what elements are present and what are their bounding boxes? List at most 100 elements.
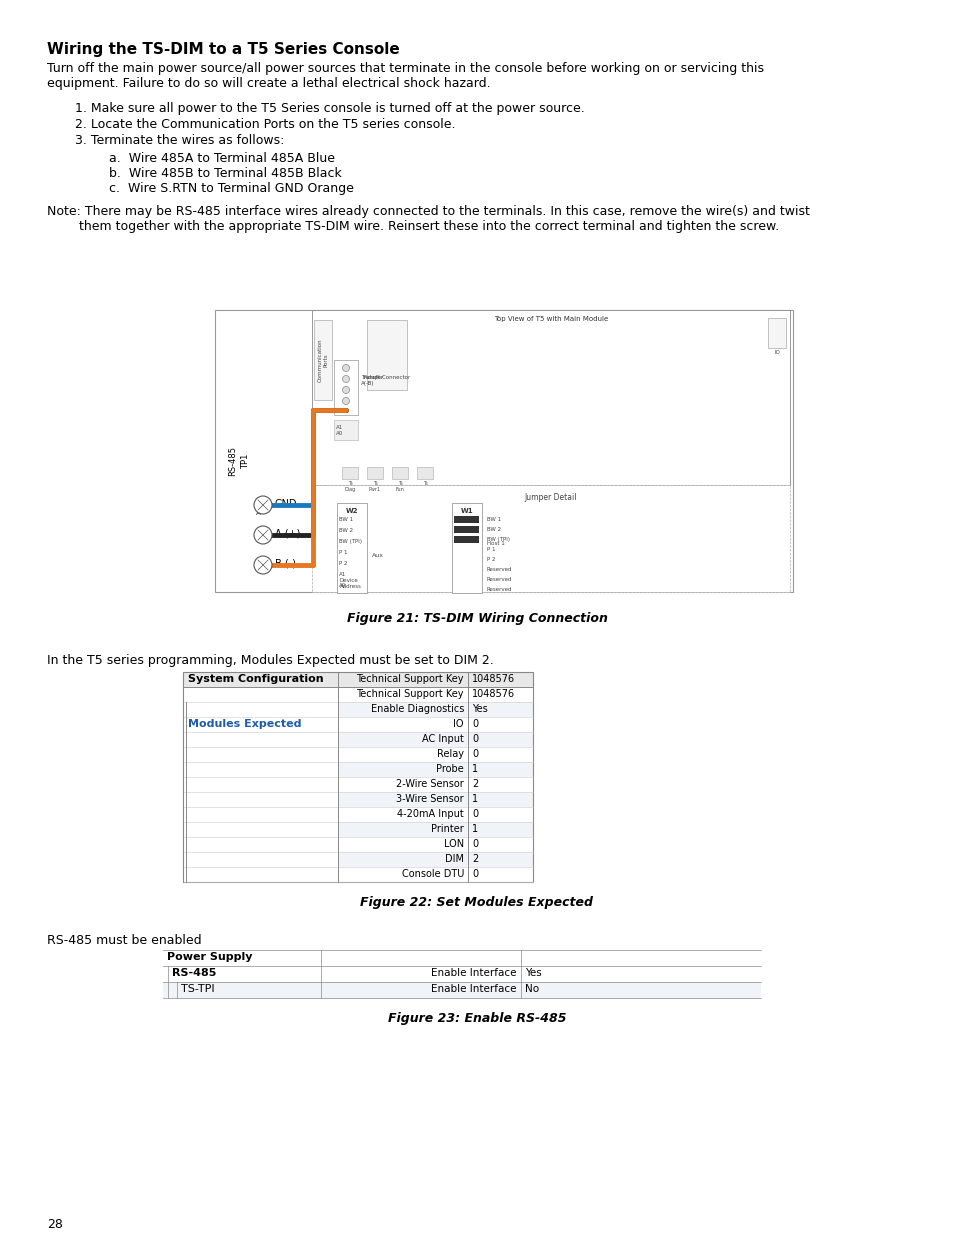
Text: Enable Interface: Enable Interface [431, 968, 517, 978]
Bar [337, 806, 533, 823]
Text: Technical Support Key: Technical Support Key [356, 689, 463, 699]
Bar [183, 837, 337, 852]
Text: A1: A1 [338, 572, 346, 577]
Bar [337, 823, 533, 837]
Bar [183, 823, 337, 837]
Circle shape [253, 556, 272, 574]
Bar [214, 310, 792, 592]
Text: P 1: P 1 [338, 550, 347, 555]
Text: Figure 22: Set Modules Expected: Figure 22: Set Modules Expected [360, 897, 593, 909]
Bar [454, 536, 478, 543]
Bar [163, 950, 760, 966]
Bar [367, 320, 407, 390]
Bar [337, 687, 533, 701]
Bar [183, 806, 337, 823]
Bar [334, 359, 357, 415]
Text: IO: IO [773, 350, 780, 354]
Bar [337, 867, 533, 882]
Text: BW 1: BW 1 [486, 517, 500, 522]
Bar [183, 672, 533, 882]
Text: P 2: P 2 [338, 561, 347, 566]
Text: 0: 0 [472, 719, 477, 729]
Text: Console DTU: Console DTU [401, 869, 463, 879]
Bar [314, 320, 332, 400]
Text: 4-20mA Input: 4-20mA Input [396, 809, 463, 819]
Text: Enable Interface: Enable Interface [431, 984, 517, 994]
Text: Reserved: Reserved [486, 577, 512, 582]
Text: A: A [255, 510, 260, 516]
Text: IO: IO [453, 719, 463, 729]
Text: a.  Wire 485A to Terminal 485A Blue: a. Wire 485A to Terminal 485A Blue [109, 152, 335, 165]
Bar [334, 420, 357, 440]
Text: RS-485 must be enabled: RS-485 must be enabled [47, 934, 201, 947]
Bar [337, 732, 533, 747]
Bar [337, 701, 533, 718]
Bar [312, 485, 789, 592]
Bar [767, 317, 785, 348]
Bar [183, 792, 337, 806]
Text: Relay: Relay [436, 748, 463, 760]
Text: W2: W2 [345, 508, 358, 514]
Text: Reserved: Reserved [486, 587, 512, 592]
Text: DIM: DIM [444, 853, 463, 864]
Text: No: No [524, 984, 538, 994]
Text: BW 1: BW 1 [338, 517, 353, 522]
Bar [163, 966, 760, 982]
Bar [337, 852, 533, 867]
Bar [337, 762, 533, 777]
Text: 1: 1 [472, 824, 477, 834]
Text: Ts
Pwr1: Ts Pwr1 [369, 480, 380, 492]
Text: Adapt Connector: Adapt Connector [363, 375, 410, 380]
Bar [183, 852, 337, 867]
Text: 0: 0 [472, 734, 477, 743]
Text: LON: LON [443, 839, 463, 848]
Bar [392, 467, 408, 479]
Bar [183, 762, 337, 777]
Text: 2-Wire Sensor: 2-Wire Sensor [395, 779, 463, 789]
Text: GND: GND [274, 499, 297, 509]
Bar [183, 867, 337, 882]
Text: AC Input: AC Input [421, 734, 463, 743]
Bar [337, 718, 533, 732]
Bar [183, 718, 337, 732]
Bar [183, 747, 337, 762]
Bar [416, 467, 433, 479]
Text: b.  Wire 485B to Terminal 485B Black: b. Wire 485B to Terminal 485B Black [109, 167, 341, 180]
Text: c.  Wire S.RTN to Terminal GND Orange: c. Wire S.RTN to Terminal GND Orange [109, 182, 354, 195]
Text: Ts
Fun: Ts Fun [395, 480, 404, 492]
Text: TS-TPI: TS-TPI [181, 984, 214, 994]
Text: RS-485: RS-485 [229, 446, 237, 475]
Text: 2: 2 [472, 779, 477, 789]
Circle shape [342, 398, 349, 405]
Circle shape [253, 526, 272, 543]
Bar [367, 467, 382, 479]
Bar [337, 747, 533, 762]
Text: Modules Expected: Modules Expected [188, 719, 301, 729]
Text: Transfer
A(-B): Transfer A(-B) [360, 375, 383, 385]
Bar [336, 503, 367, 593]
Text: 0: 0 [472, 748, 477, 760]
Text: Note: There may be RS-485 interface wires already connected to the terminals. In: Note: There may be RS-485 interface wire… [47, 205, 809, 233]
Text: 2: 2 [472, 853, 477, 864]
Circle shape [253, 496, 272, 514]
Text: 3-Wire Sensor: 3-Wire Sensor [395, 794, 463, 804]
Text: 1: 1 [472, 764, 477, 774]
Text: In the T5 series programming, Modules Expected must be set to DIM 2.: In the T5 series programming, Modules Ex… [47, 655, 494, 667]
Text: Wiring the TS-DIM to a T5 Series Console: Wiring the TS-DIM to a T5 Series Console [47, 42, 399, 57]
Text: BW 2: BW 2 [486, 527, 500, 532]
Text: 1048576: 1048576 [472, 689, 515, 699]
Text: 1: 1 [472, 794, 477, 804]
Bar [183, 732, 337, 747]
Text: W1: W1 [460, 508, 473, 514]
Text: Reserved: Reserved [486, 567, 512, 572]
Text: Technical Support Key: Technical Support Key [356, 674, 463, 684]
Text: RS-485: RS-485 [172, 968, 216, 978]
Text: System Configuration: System Configuration [188, 674, 323, 684]
Text: Ts: Ts [422, 480, 427, 492]
Text: A (+): A (+) [274, 529, 300, 538]
Text: Aux: Aux [372, 553, 384, 558]
Text: B (-): B (-) [274, 559, 295, 569]
Bar [337, 792, 533, 806]
Bar [183, 777, 337, 792]
Text: Probe: Probe [436, 764, 463, 774]
